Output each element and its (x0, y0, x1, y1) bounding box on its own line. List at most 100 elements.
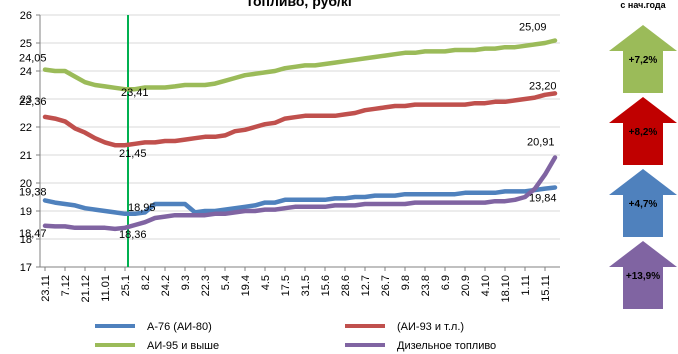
series-2-point (174, 85, 176, 87)
series-1-point (114, 144, 116, 146)
series-2-point (44, 69, 46, 71)
series-1-point (234, 130, 236, 132)
series-1-point (84, 132, 86, 134)
series-2-point (334, 62, 336, 64)
series-3-point (104, 227, 106, 229)
series-1-point (424, 104, 426, 106)
series-0-point (474, 192, 476, 194)
series-0-point (494, 192, 496, 194)
series-0-point (324, 199, 326, 201)
series-1-point (74, 127, 76, 129)
series-2-point (94, 84, 96, 86)
data-label: 23,41 (121, 87, 149, 99)
legend-label: А-76 (АИ-80) (147, 321, 212, 333)
change-arrow-shape (609, 169, 677, 237)
x-tick-label: 12.7 (360, 275, 372, 296)
x-tick-label: 23.11 (40, 275, 52, 302)
change-arrow-label: +8,2% (629, 127, 658, 138)
series-1-point (494, 101, 496, 103)
series-0-point (94, 209, 96, 211)
series-2-point (484, 48, 486, 50)
data-label: 18,36 (119, 229, 147, 241)
series-3-point (74, 227, 76, 229)
series-2-point (534, 43, 536, 45)
series-1-point (184, 139, 186, 141)
series-3-point (244, 210, 246, 212)
series-2-point (254, 73, 256, 75)
series-2-point (494, 48, 496, 50)
series-1-point (304, 115, 306, 117)
legend-label: АИ-95 и выше (147, 340, 219, 352)
series-1-point (194, 137, 196, 139)
series-2-point (194, 84, 196, 86)
series-0-point (394, 195, 396, 197)
series-3-point (324, 206, 326, 208)
series-2-point (124, 88, 126, 90)
series-2-point (444, 50, 446, 52)
series-1-point (214, 136, 216, 138)
series-1-point (134, 143, 136, 145)
series-1-point (254, 126, 256, 128)
change-arrow-label: +7,2% (629, 55, 658, 66)
series-1-point (464, 104, 466, 106)
y-tick-label: 20 (20, 178, 32, 190)
y-tick-label: 17 (20, 262, 32, 274)
series-3-point (504, 200, 506, 202)
series-0-point (404, 193, 406, 195)
series-0-point (444, 193, 446, 195)
series-3-point (204, 214, 206, 216)
x-tick-label: 19.4 (240, 275, 252, 296)
y-tick-label: 26 (20, 10, 32, 22)
series-1-point (404, 105, 406, 107)
series-2-point (154, 87, 156, 89)
series-0-point (374, 195, 376, 197)
x-tick-label: 28.6 (340, 275, 352, 296)
series-0-point (284, 199, 286, 201)
series-3-point (44, 225, 46, 227)
series-1-point (294, 116, 296, 118)
series-3-point (264, 209, 266, 211)
x-tick-label: 1.11 (520, 275, 532, 296)
series-1-point (124, 144, 126, 146)
data-label: 21,45 (119, 148, 147, 160)
series-1-point (54, 118, 56, 120)
y-tick-label: 25 (20, 38, 32, 50)
series-3-point (144, 221, 146, 223)
series-2-point (274, 70, 276, 72)
data-label: 23,20 (529, 80, 557, 92)
series-0-point (134, 213, 136, 215)
series-0-point (274, 202, 276, 204)
series-3-point (124, 227, 126, 229)
series-0-point (64, 203, 66, 205)
x-tick-label: 4.10 (480, 275, 492, 296)
series-3-point (394, 203, 396, 205)
chart-title: топливо, руб/кг (246, 0, 354, 9)
series-3-point (134, 224, 136, 226)
series-1-point (104, 141, 106, 143)
change-arrow-shape (609, 25, 677, 93)
series-1-point (164, 140, 166, 142)
x-tick-label: 9.8 (400, 275, 412, 290)
x-tick-label: 22.3 (200, 275, 212, 296)
x-tick-label: 11.01 (100, 275, 112, 302)
series-3-point (544, 174, 546, 176)
series-0-point (264, 202, 266, 204)
series-1-point (364, 109, 366, 111)
series-2-point (464, 49, 466, 51)
series-3-point (454, 202, 456, 204)
series-1-point (484, 102, 486, 104)
series-2-point (514, 46, 516, 48)
series-0-point (464, 192, 466, 194)
series-3-point (94, 227, 96, 229)
series-3-point (304, 206, 306, 208)
series-2-point (144, 87, 146, 89)
y-tick-label: 21 (20, 150, 32, 162)
series-0-point (194, 211, 196, 213)
series-3-point (494, 200, 496, 202)
series-1-point (344, 113, 346, 115)
series-0-point (344, 197, 346, 199)
series-2-point (304, 64, 306, 66)
series-1-point (264, 123, 266, 125)
x-tick-label: 4.5 (260, 275, 272, 290)
x-tick-label: 23.8 (420, 275, 432, 296)
